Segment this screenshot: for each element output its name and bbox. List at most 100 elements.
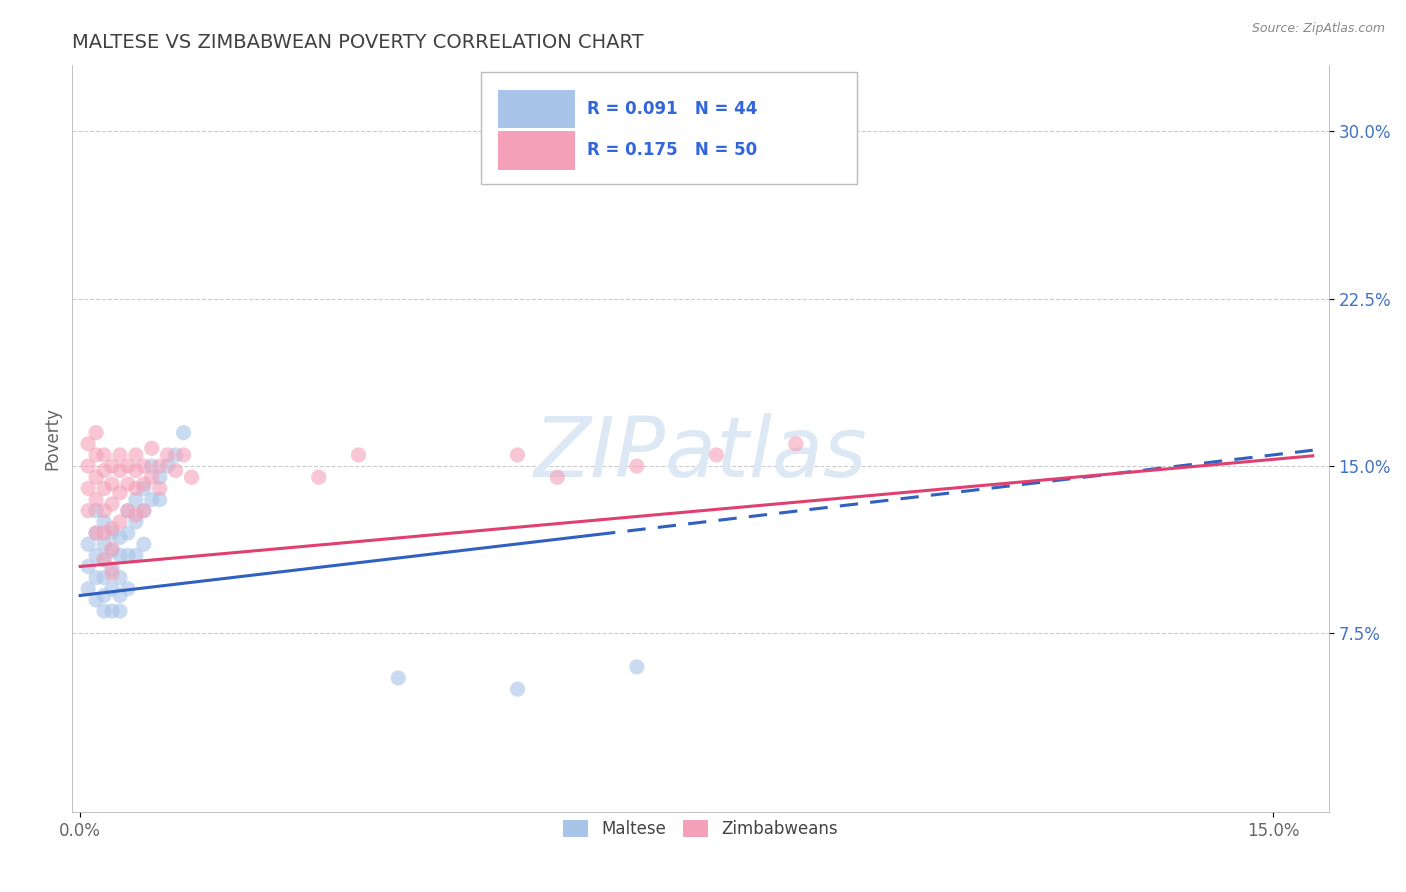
Point: [77, 436, 100, 450]
Point: [93, 604, 115, 618]
Point: [84, 448, 107, 462]
Point: [117, 582, 139, 596]
Point: [84, 470, 107, 484]
Point: [84, 504, 107, 518]
Point: [125, 448, 148, 462]
Y-axis label: Poverty: Poverty: [44, 407, 60, 470]
Point: [125, 549, 148, 563]
Point: [149, 492, 172, 507]
Text: R = 0.175   N = 50: R = 0.175 N = 50: [588, 142, 758, 160]
Point: [84, 593, 107, 607]
Point: [108, 571, 131, 585]
Point: [125, 482, 148, 496]
Point: [117, 477, 139, 491]
Point: [93, 537, 115, 551]
Text: ZIPatlas: ZIPatlas: [534, 413, 868, 493]
Point: [77, 459, 100, 474]
FancyBboxPatch shape: [498, 131, 575, 169]
Point: [173, 448, 195, 462]
Point: [93, 448, 115, 462]
Point: [132, 504, 155, 518]
Point: [506, 448, 529, 462]
Point: [125, 515, 148, 529]
Point: [125, 464, 148, 478]
Point: [149, 470, 172, 484]
Point: [347, 448, 370, 462]
Point: [141, 492, 163, 507]
Point: [77, 482, 100, 496]
Point: [308, 470, 330, 484]
Point: [101, 544, 124, 558]
Point: [626, 660, 648, 674]
Point: [84, 526, 107, 541]
Point: [84, 549, 107, 563]
Point: [141, 470, 163, 484]
Point: [546, 470, 568, 484]
Point: [165, 448, 187, 462]
Point: [101, 522, 124, 536]
Legend: Maltese, Zimbabweans: Maltese, Zimbabweans: [557, 814, 845, 845]
Point: [108, 515, 131, 529]
Point: [108, 486, 131, 500]
Point: [101, 541, 124, 556]
Point: [93, 571, 115, 585]
Point: [93, 553, 115, 567]
Point: [156, 459, 179, 474]
Point: [108, 448, 131, 462]
Text: MALTESE VS ZIMBABWEAN POVERTY CORRELATION CHART: MALTESE VS ZIMBABWEAN POVERTY CORRELATIO…: [72, 33, 644, 52]
Point: [108, 604, 131, 618]
Point: [93, 504, 115, 518]
Point: [108, 464, 131, 478]
FancyBboxPatch shape: [481, 72, 858, 184]
Point: [125, 492, 148, 507]
Point: [108, 589, 131, 603]
Point: [141, 442, 163, 456]
Point: [84, 492, 107, 507]
Point: [101, 526, 124, 541]
Point: [93, 482, 115, 496]
Point: [132, 537, 155, 551]
Point: [117, 459, 139, 474]
Text: R = 0.091   N = 44: R = 0.091 N = 44: [588, 100, 758, 119]
Point: [84, 425, 107, 440]
Point: [132, 482, 155, 496]
Point: [149, 459, 172, 474]
Point: [156, 448, 179, 462]
Point: [626, 459, 648, 474]
Point: [77, 559, 100, 574]
Point: [141, 459, 163, 474]
Point: [125, 508, 148, 523]
Point: [132, 477, 155, 491]
Point: [101, 497, 124, 511]
Point: [387, 671, 409, 685]
FancyBboxPatch shape: [498, 90, 575, 128]
Point: [84, 571, 107, 585]
Point: [101, 477, 124, 491]
Point: [117, 526, 139, 541]
Point: [132, 504, 155, 518]
Point: [173, 425, 195, 440]
Point: [117, 504, 139, 518]
Point: [101, 562, 124, 576]
Point: [101, 582, 124, 596]
Point: [84, 526, 107, 541]
Point: [77, 537, 100, 551]
Point: [132, 459, 155, 474]
Point: [101, 566, 124, 581]
Point: [506, 682, 529, 697]
Point: [93, 589, 115, 603]
Text: Source: ZipAtlas.com: Source: ZipAtlas.com: [1251, 22, 1385, 36]
Point: [93, 464, 115, 478]
Point: [704, 448, 727, 462]
Point: [93, 526, 115, 541]
Point: [117, 504, 139, 518]
Point: [108, 549, 131, 563]
Point: [180, 470, 202, 484]
Point: [77, 504, 100, 518]
Point: [101, 604, 124, 618]
Point: [93, 553, 115, 567]
Point: [785, 436, 807, 450]
Point: [117, 549, 139, 563]
Point: [165, 464, 187, 478]
Point: [108, 531, 131, 545]
